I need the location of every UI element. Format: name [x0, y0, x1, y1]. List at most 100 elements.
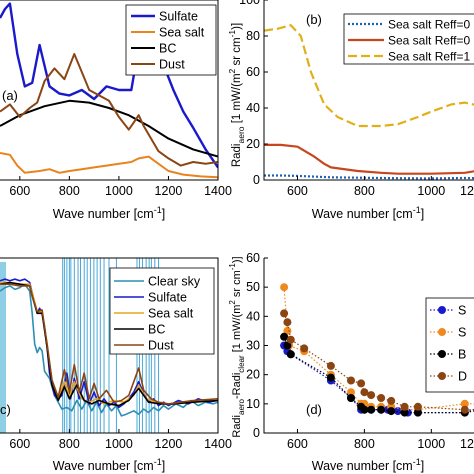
panel-b-legend-items: Sea salt Reff=0 Sea salt Reff=0 Sea salt R… [348, 18, 470, 64]
panel-b-label: (b) [306, 12, 322, 27]
ytick-label-d-6: 60 [246, 251, 260, 265]
series-line-d-1 [283, 287, 474, 411]
ytick-label-d-0: 0 [253, 426, 260, 440]
panel-a-label: (a) [2, 88, 18, 103]
panel-b-xlabel: Wave number [cm-1] [312, 205, 424, 221]
xtick-label-c-4: 1400 [204, 437, 232, 451]
panel-a-axes [0, 0, 219, 181]
legend-label-c-4: Dust [148, 339, 174, 353]
point-d-3-6 [357, 379, 366, 388]
point-d-3-13 [460, 405, 469, 414]
legend-marker-d-2 [438, 350, 446, 358]
point-d-1-5 [347, 388, 355, 397]
point-d-2-6 [360, 405, 369, 414]
point-d-3-2 [286, 335, 295, 344]
point-d-2-8 [377, 405, 386, 414]
series-line-a-1 [0, 152, 218, 179]
point-d-3-8 [367, 391, 376, 400]
panel-a-lines [0, 2, 218, 179]
point-d-2-10 [400, 408, 409, 417]
ytick-label-d-2: 20 [246, 368, 260, 382]
legend-label-d-0: S [458, 304, 466, 318]
panel-c-legend-items: Clear sky Sulfate Sea salt BC Dust [114, 275, 201, 353]
legend-label-b-2: Sea salt Reff=1 [388, 50, 470, 64]
panel-a-xlabel: Wave number [cm-1] [53, 205, 165, 221]
point-d-3-3 [300, 344, 309, 353]
xtick-label-a-4: 1400 [204, 184, 232, 198]
panel-d-lines [280, 283, 474, 417]
panel-b-legend: Sea salt Reff=0 Sea salt Reff=0 Sea salt R… [343, 13, 474, 65]
point-d-3-1 [283, 318, 292, 327]
series-line-c-0 [0, 283, 218, 417]
xtick-label-d-2: 1000 [417, 437, 445, 451]
point-d-1-1 [283, 326, 292, 335]
xtick-label-c-3: 1200 [155, 437, 183, 451]
point-d-3-5 [347, 376, 355, 385]
series-line-a-2 [0, 99, 218, 158]
xtick-label-b-partial: 12 [460, 184, 474, 198]
point-d-2-11 [413, 408, 422, 417]
legend-label-b-1: Sea salt Reff=0 [388, 34, 470, 48]
point-d-2-1 [283, 341, 292, 350]
xtick-label-a-1: 800 [59, 184, 80, 198]
xtick-label-c-0: 600 [9, 437, 30, 451]
panel-d: 600 800 1000 12 0 10 20 30 40 50 60 (d) Radiaero-R… [228, 251, 474, 473]
point-d-3-11 [400, 402, 409, 411]
panel-c-legend: Clear sky Sulfate Sea salt BC Dust [109, 267, 215, 355]
legend-label-c-0: Clear sky [148, 275, 201, 289]
xtick-label-a-3: 1200 [155, 184, 183, 198]
legend-marker-d-3 [438, 372, 446, 380]
xtick-label-c-1: 800 [59, 437, 80, 451]
legend-label-c-2: Sea salt [148, 307, 194, 321]
ytick-label-b-0: 0 [253, 173, 260, 187]
legend-label-c-3: BC [148, 323, 165, 337]
series-line-b-1 [264, 143, 474, 175]
series-line-d-2 [283, 336, 474, 414]
xtick-label-d-1: 800 [354, 437, 375, 451]
point-d-3-9 [377, 394, 386, 402]
ytick-label-b-1: 20 [246, 137, 260, 151]
panel-d-xlabel: Wave number [cm-1] [312, 457, 424, 473]
point-d-2-0 [280, 332, 289, 341]
legend-marker-d-0 [438, 306, 446, 314]
point-d-2-3 [326, 373, 335, 382]
series-line-a-0 [0, 2, 218, 169]
series-line-b-0 [264, 174, 474, 180]
panel-b-ylabel: Radiaero [1 mW/(m2 sr cm-1)] [227, 23, 246, 167]
legend-label-a-3: Dust [159, 58, 185, 72]
legend-marker-d-1 [438, 328, 446, 336]
point-d-2-9 [387, 407, 396, 416]
series-line-c-4 [0, 283, 218, 405]
panel-b: 600 800 1000 12 0 20 40 60 80 100 (b) Radiaero [1… [227, 0, 474, 221]
legend-label-a-2: BC [159, 42, 176, 56]
panel-c-axes [0, 257, 219, 434]
point-d-2-2 [286, 350, 295, 359]
panel-c-left-band [0, 262, 6, 433]
point-d-1-13 [460, 399, 469, 408]
xtick-label-c-2: 1000 [105, 437, 133, 451]
xtick-label-b-0: 600 [287, 184, 308, 198]
panel-a-legend: Sulfate Sea salt BC Dust [125, 4, 217, 76]
panel-c-lines [0, 278, 218, 417]
panel-d-label: (d) [306, 402, 322, 417]
ytick-label-d-4: 40 [246, 309, 260, 323]
legend-label-b-0: Sea salt Reff=0 [388, 18, 470, 32]
xtick-label-a-0: 600 [9, 184, 30, 198]
point-d-3-10 [387, 396, 396, 405]
ytick-label-b-2: 40 [246, 101, 260, 115]
xtick-label-d-0: 600 [287, 437, 308, 451]
panel-d-ticks: 600 800 1000 12 0 10 20 30 40 50 60 [246, 251, 474, 451]
legend-label-a-0: Sulfate [159, 10, 198, 24]
ytick-label-d-5: 50 [246, 280, 260, 294]
point-d-1-0 [280, 283, 289, 292]
ytick-label-b-4: 80 [246, 29, 260, 43]
legend-label-d-2: B [458, 348, 466, 362]
xtick-label-b-1: 800 [354, 184, 375, 198]
panel-d-ylabel: Radiaero-Radiclear [1 mW/(m2 sr cm-1)] [228, 256, 246, 437]
ytick-label-b-3: 60 [246, 65, 260, 79]
panel-a: 600 800 1000 1200 1400 (a) Wave number [cm-1… [0, 0, 232, 221]
point-d-3-7 [360, 388, 369, 397]
